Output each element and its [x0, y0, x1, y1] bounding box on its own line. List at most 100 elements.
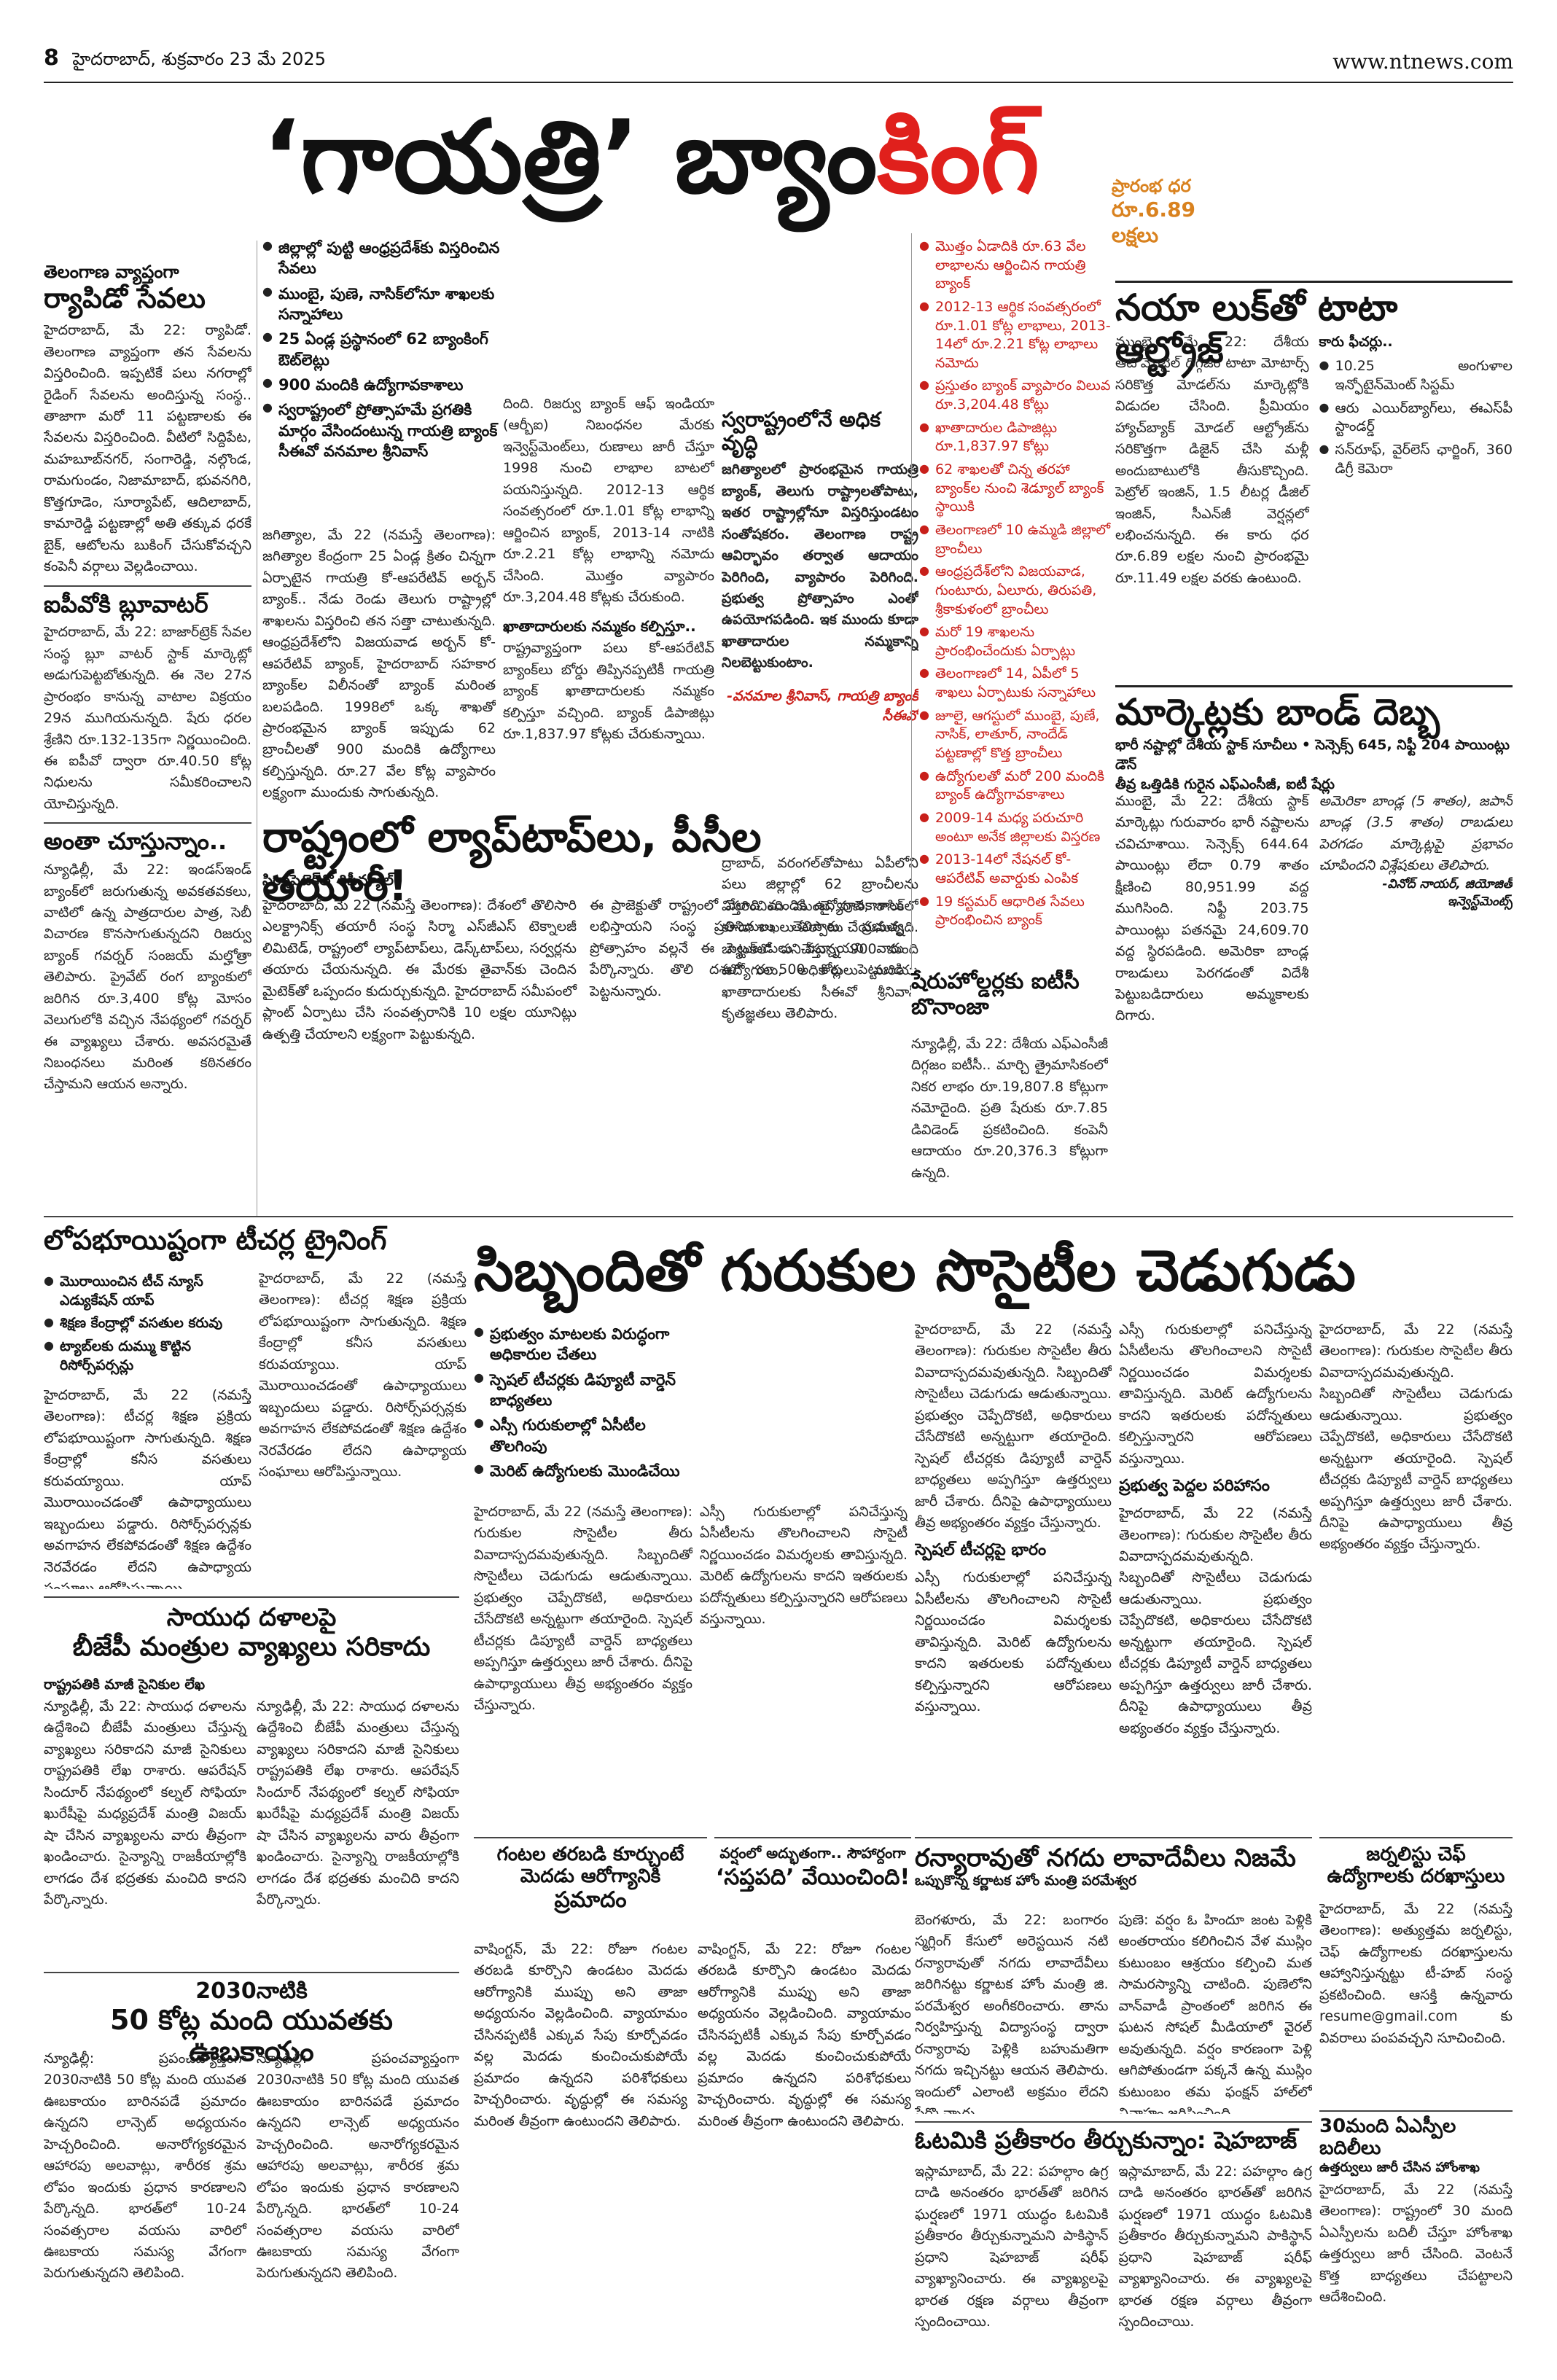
feature-item: ఆరు ఎయిర్‌బ్యాగ్‌లు, ఈఎస్‌పీ స్టాండర్డ్	[1319, 399, 1513, 437]
sitting-title1: గంటల తరబడి కూర్చుంటే	[496, 1843, 684, 1865]
teachers-bullets: మొరాయించిన టీచ్ న్యూస్ ఎడ్యుకేషన్ యాప్ శ…	[44, 1268, 251, 1379]
gayatri-facts: మొత్తం ఏడాదికి రూ.63 వేల లాభాలను ఆర్జించ…	[911, 233, 1116, 1203]
gurukul-body-3: హైదరాబాద్, మే 22 (నమస్తే తెలంగాణ): గురుక…	[915, 1319, 1112, 1830]
altroz-price-box: ప్రారంభ ధర రూ.6.89 లక్షలు	[1112, 175, 1228, 248]
gurukul-text-c4b: హైదరాబాద్, మే 22 (నమస్తే తెలంగాణ): గురుక…	[1119, 1505, 1312, 1736]
highlight-item: 900 మందికి ఉద్యోగావకాశాలు	[262, 375, 503, 395]
teachers-text: హైదరాబాద్, మే 22 (నమస్తే తెలంగాణ): టీచర్…	[44, 1387, 251, 1589]
main-headline-part1: ‘గాయత్రి’ బ్యాం	[262, 98, 878, 216]
markets-body: ముంబై, మే 22: దేశీయ స్టాక్ మార్కెట్లు గు…	[1115, 791, 1513, 1214]
gurukul-bullet: మెరిట్ ఉద్యోగులకు మొండిచేయి	[474, 1461, 692, 1481]
sitting-story: గంటల తరబడి కూర్చుంటే మెదడు ఆరోగ్యానికి ప…	[474, 1837, 707, 1913]
gurukul-text-c3: హైదరాబాద్, మే 22 (నమస్తే తెలంగాణ): గురుక…	[915, 1322, 1112, 1531]
gayatri-text-col3: దింది. రిజర్వు బ్యాంక్ ఆఫ్ ఇండియా (ఆర్బీ…	[503, 396, 714, 605]
obesity-title2: 50 కోట్ల మంది యువతకు ఊబకాయం	[110, 2003, 393, 2068]
bjp-tagline: రాష్ట్రపతికి మాజీ సైనికుల లేఖ	[44, 1677, 206, 1693]
laptop-body: సిర్మాపెటెక్‌తో రిపీవ్యూల్ హైదరాబాద్, మే…	[262, 871, 904, 1206]
ceo-quote: స్వరాష్ట్రంలోనే అధిక వృద్ధి జగిత్యాలలో ప…	[722, 408, 918, 846]
page-header: 8 హైదరాబాద్, శుక్రవారం 23 మే 2025	[44, 45, 326, 74]
ranyarao-text: బెంగళూరు, మే 22: బంగారం స్మగ్లింగ్ కేసుల…	[915, 1912, 1109, 2114]
gayatri-text-col3b: రాష్ట్రవ్యాప్తంగా పలు కో-ఆపరేటివ్ బ్యాంక…	[503, 640, 714, 743]
bluewater-text: హైదరాబాద్, మే 22: బాజార్‌ట్రెక్ సేవల సంస…	[44, 624, 251, 812]
fact-item: 2009-14 మధ్య పరుచూరి అంటూ అనేక జిల్లాలకు…	[919, 809, 1116, 846]
obesity-story: 2030నాటికి 50 కోట్ల మంది యువతకు ఊబకాయం	[44, 1972, 459, 2068]
gurukul-bullet: ప్రభుత్వం మాటలకు విరుద్ధంగా అధికారుల చేత…	[474, 1324, 692, 1365]
ranyarao-tagline: ఒప్పుకొన్న కర్ణాటక హోం మంత్రి పరమేశ్వర	[915, 1873, 1136, 1889]
fact-item: మరో 19 శాఖలను ప్రారంభించేందుకు ఏర్పాట్లు	[919, 623, 1116, 660]
gayatri-text-col2: జగిత్యాల, మే 22 (నమస్తే తెలంగాణ): జగిత్య…	[262, 527, 496, 801]
gurukul-bullets: ప్రభుత్వం మాటలకు విరుద్ధంగా అధికారుల చేత…	[474, 1319, 692, 1486]
fact-item: 2012-13 ఆర్థిక సంవత్సరంలో రూ.1.01 కోట్ల …	[919, 298, 1116, 373]
fact-item: ఆంధ్రప్రదేశ్‌లోని విజయవాడ, గుంటూరు, ఏలూర…	[919, 563, 1116, 619]
gayatri-story-col2: జగిత్యాల, మే 22 (నమస్తే తెలంగాణ): జగిత్య…	[262, 525, 496, 1144]
asp-tagline: ఉత్తర్వులు జారీ చేసిన హోంశాఖ	[1319, 2159, 1480, 2175]
gurukul-text: హైదరాబాద్, మే 22 (నమస్తే తెలంగాణ): గురుక…	[474, 1504, 692, 1713]
obesity-text: న్యూఢిల్లీ: ప్రపంచవ్యాప్తంగా 2030నాటికి …	[44, 2051, 246, 2282]
fact-item: తెలంగాణలో 10 ఉమ్మడి జిల్లాలో బ్రాంచీలు	[919, 521, 1116, 558]
laptop-text2: ఈ ప్రాజెక్టుతో రాష్ట్రంలో వేలాది మందికి …	[590, 897, 904, 999]
markets-byline: -వినోద్ నాయర్, జియోజిత్ ఇన్వెస్ట్‌మెంట్స…	[1382, 876, 1513, 909]
laptop-title: రాష్ట్రంలో ల్యాప్‌టాప్‌లు, పీసీల తయారీ!	[262, 812, 762, 910]
price-value: రూ.6.89 లక్షలు	[1112, 198, 1196, 247]
ranyarao-title: రన్యారావుతో నగదు లావాదేవీలు నిజమే	[915, 1843, 1296, 1873]
altroz-body: ముంబై, మే 22: దేశీయ ఆటోమొబైల్ దిగ్గజం టా…	[1115, 332, 1513, 674]
asp-body: హైదరాబాద్, మే 22 (నమస్తే తెలంగాణ): రాష్ట…	[1319, 2180, 1513, 2354]
teachers-body-2: హైదరాబాద్, మే 22 (నమస్తే తెలంగాణ): టీచర్…	[259, 1268, 467, 1589]
markets-text: ముంబై, మే 22: దేశీయ స్టాక్ మార్కెట్లు గు…	[1115, 793, 1309, 1024]
markets-subtitle2: తీవ్ర ఒత్తిడికి గురైన ఎఫ్ఎంసీజీ, ఐటీ షేర…	[1115, 776, 1335, 792]
highlight-item: జిల్లాల్లో పుట్టి ఆంధ్రప్రదేశ్‌కు విస్తర…	[262, 238, 503, 279]
sitting-title3: ప్రమాదం	[554, 1887, 627, 1913]
bjp-title2: బీజేపీ మంత్రుల వ్యాఖ్యలు సరికాదు	[72, 1632, 431, 1663]
bjp-text: న్యూఢిల్లీ, మే 22: సాయుధ దళాలను ఉద్దేశిం…	[44, 1698, 246, 1908]
sitting-text: వాషింగ్టన్, మే 22: రోజూ గంటల తరబడి కూర్చ…	[474, 1941, 687, 2129]
altroz-story: నయా లుక్‌తో టాటా ఆల్ట్రోజ్	[1115, 281, 1513, 371]
altroz-title: నయా లుక్‌తో టాటా ఆల్ట్రోజ్	[1115, 281, 1513, 371]
teachers-bullet: మొరాయించిన టీచ్ న్యూస్ ఎడ్యుకేషన్ యాప్	[44, 1273, 251, 1310]
wedding-title1: వర్షంలో అద్భుతంగా.. సౌహార్దంగా	[719, 1844, 906, 1862]
laptop-story: రాష్ట్రంలో ల్యాప్‌టాప్‌లు, పీసీల తయారీ!	[262, 813, 904, 910]
main-headline: ‘గాయత్రి’ బ్యాంకింగ్	[262, 102, 1108, 213]
gurukul-text-c4: ఎస్సీ గురుకులాల్లో పనిచేస్తున్న ఏసీటీలను…	[1119, 1322, 1312, 1467]
asp-story: 30మంది ఏఎస్పీల బదిలీలు ఉత్తర్వులు జారీ చ…	[1319, 2110, 1513, 2178]
sitting-text-b: వాషింగ్టన్, మే 22: రోజూ గంటల తరబడి కూర్చ…	[698, 1941, 911, 2129]
feature-item: సన్‌రూఫ్, వైర్‌లెస్ ఛార్జింగ్, 360 డిగ్ర…	[1319, 441, 1513, 478]
teachers-bullet: ట్యాబ్‌లకు దుమ్ము కొట్టిన రిసోర్స్‌పర్సన…	[44, 1338, 251, 1375]
itc-story: షేరుహోల్డర్లకు ఐటీసీ బొనాంజా న్యూఢిల్లీ,…	[911, 969, 1108, 1210]
markets-subtitle: భారీ నష్టాల్లో దేశీయ స్టాక్ సూచీలు • సెన…	[1115, 736, 1510, 773]
laptop-tagline: సిర్మాపెటెక్‌తో రిపీవ్యూల్	[262, 871, 394, 889]
bjp-body: రాష్ట్రపతికి మాజీ సైనికుల లేఖ న్యూఢిల్లీ…	[44, 1677, 459, 1961]
gurukul-title: సిబ్బందితో గురుకుల సొసైటీల చెడుగుడు	[474, 1238, 1356, 1304]
bjp-text-b: న్యూఢిల్లీ, మే 22: సాయుధ దళాలను ఉద్దేశిం…	[257, 1698, 459, 1908]
ranyarao-story: రన్యారావుతో నగదు లావాదేవీలు నిజమే ఒప్పుక…	[915, 1837, 1312, 1892]
altroz-features-heading: కారు ఫీచర్లు..	[1319, 334, 1393, 350]
highlight-item: 25 ఏండ్ల ప్రస్థానంలో 62 బ్యాంకింగ్ ఔట్‌ల…	[262, 329, 503, 370]
obesity-text-b: న్యూఢిల్లీ: ప్రపంచవ్యాప్తంగా 2030నాటికి …	[257, 2051, 459, 2282]
fact-item: ఖాతాదారుల డిపాజిట్లు రూ.1,837.97 కోట్లు	[919, 419, 1116, 456]
main-headline-part2: కింగ్	[877, 98, 1039, 216]
rbi-title: అంతా చూస్తున్నాం..	[44, 827, 227, 856]
jobs-story: జర్నలిస్టు చెఫ్ ఉద్యోగాలకు దరఖాస్తులు	[1319, 1837, 1513, 1888]
page-number: 8	[44, 45, 59, 71]
quote-byline: -వనమాల శ్రీనివాస్, గాయత్రి బ్యాంక్ సీఈవో	[727, 687, 918, 724]
jobs-title1: జర్నలిస్టు చెఫ్	[1366, 1843, 1466, 1865]
bjp-title1: సాయుధ దళాలపై	[166, 1603, 337, 1632]
fact-item: 2013-14లో నేషనల్ కో-ఆపరేటివ్ అవార్డుకు ఎ…	[919, 851, 1116, 888]
asp-text: హైదరాబాద్, మే 22 (నమస్తే తెలంగాణ): రాష్ట…	[1319, 2182, 1513, 2306]
site-url[interactable]: www.ntnews.com	[1332, 50, 1513, 74]
rapido-text: హైదరాబాద్, మే 22: ర్యాపిడో. తెలంగాణ వ్యా…	[44, 322, 251, 575]
sitting-body: వాషింగ్టన్, మే 22: రోజూ గంటల తరబడి కూర్చ…	[474, 1939, 911, 2354]
gurukul-text-c5: హైదరాబాద్, మే 22 (నమస్తే తెలంగాణ): గురుక…	[1319, 1322, 1513, 1553]
fact-item: మొత్తం ఏడాదికి రూ.63 వేల లాభాలను ఆర్జించ…	[919, 238, 1116, 294]
gurukul-body-5: హైదరాబాద్, మే 22 (నమస్తే తెలంగాణ): గురుక…	[1319, 1319, 1513, 1830]
gayatri-story-col3: దింది. రిజర్వు బ్యాంక్ ఆఫ్ ఇండియా (ఆర్బీ…	[503, 394, 714, 1152]
bjp-story: సాయుధ దళాలపై బీజేపీ మంత్రుల వ్యాఖ్యలు సర…	[44, 1596, 459, 1662]
feature-item: 10.25 అంగుళాల ఇన్ఫోటైన్‌మెంట్ సిస్టమ్	[1319, 357, 1513, 394]
shehbaz-text-b: ఇస్లామాబాద్, మే 22: పహల్గాం ఉగ్ర దాడి అన…	[1118, 2164, 1313, 2330]
ranyarao-body: బెంగళూరు, మే 22: బంగారం స్మగ్లింగ్ కేసుల…	[915, 1910, 1312, 2114]
sitting-title2: మెదడు ఆరోగ్యానికి	[520, 1865, 661, 1887]
fact-item: 62 శాఖలతో చిన్న తరహా బ్యాంక్‌ల నుంచి శెడ…	[919, 461, 1116, 517]
fact-item: ప్రస్తుతం బ్యాంక్ వ్యాపారం విలువ రూ.3,20…	[919, 377, 1116, 414]
gurukul-body-4: ఎస్సీ గురుకులాల్లో పనిచేస్తున్న ఏసీటీలను…	[1119, 1319, 1312, 1830]
shehbaz-body: ఇస్లామాబాద్, మే 22: పహల్గాం ఉగ్ర దాడి అన…	[915, 2161, 1312, 2354]
gayatri-text-col4: ద్రాబాద్, వరంగల్‌తోపాటు ఏపీలోని పలు జిల్…	[722, 855, 918, 1022]
